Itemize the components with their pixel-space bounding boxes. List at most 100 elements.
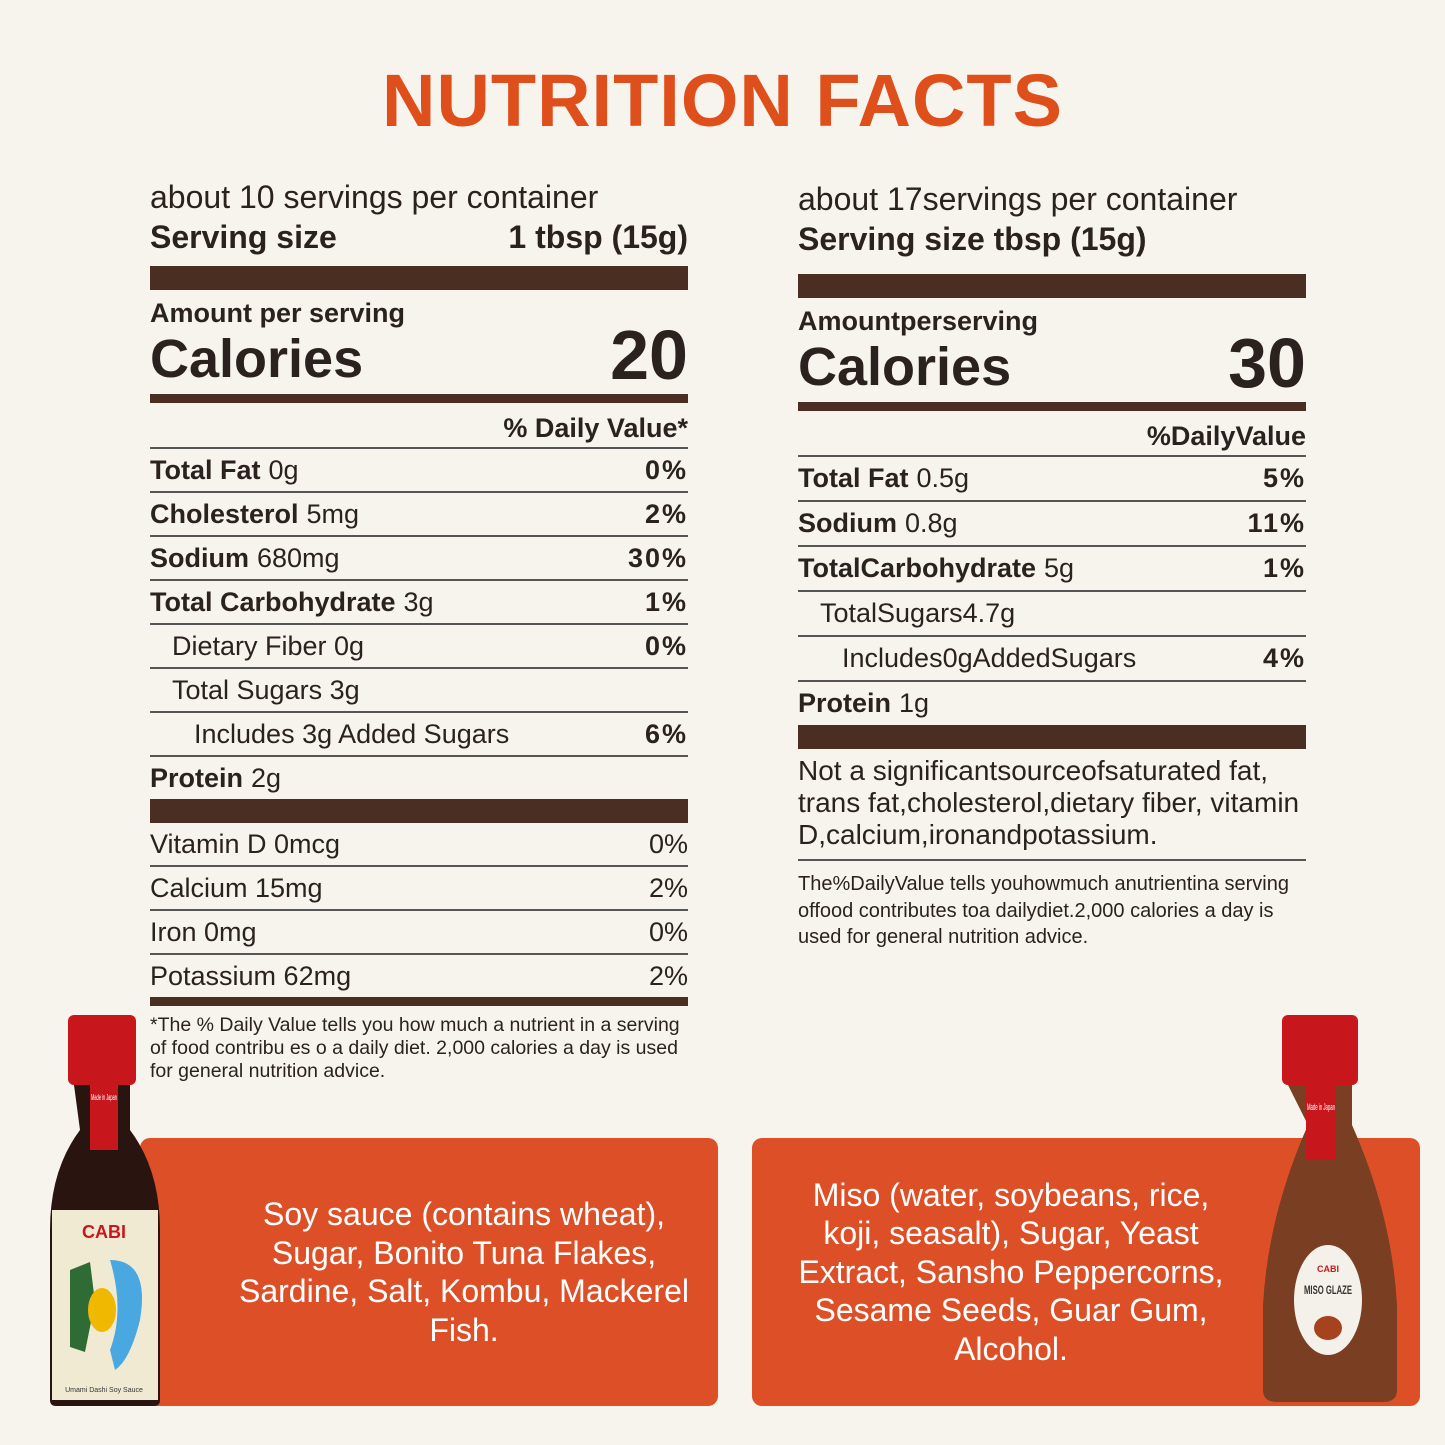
serving-size-label: Serving size tbsp (15g) — [798, 221, 1147, 257]
footnote: *The % Daily Value tells you how much a … — [150, 1014, 680, 1082]
daily-value: 2% — [648, 873, 688, 903]
nutrient-label: Includes0gAddedSugars — [842, 643, 1137, 673]
serving-size-label: Serving size — [150, 219, 337, 255]
nutrient-name: Total Fat 0.5g — [798, 457, 969, 500]
nutrient-label: TotalCarbohydrate — [798, 553, 1037, 583]
nutrient-row: Protein 1g — [798, 682, 1306, 725]
bottle-badge: Made in Japan — [1307, 1102, 1335, 1112]
vitamin-label: Potassium 62mg — [150, 961, 352, 991]
nutrient-row: Total Fat 0.5g 5% — [798, 457, 1306, 502]
nutrient-label: Total Carbohydrate — [150, 587, 396, 617]
calories-row: Calories 30 — [798, 328, 1306, 398]
daily-value: 6% — [644, 719, 688, 749]
thick-rule — [798, 725, 1306, 749]
servings: about 10 servings per container — [150, 179, 599, 215]
nutrient-amount: 680mg — [257, 543, 340, 573]
thick-rule — [798, 274, 1306, 298]
miso-glaze-bottle: Made in Japan CABI MISO GLAZE — [1263, 1015, 1397, 1402]
daily-value: 0% — [644, 631, 688, 661]
nutrient-name: Includes 3g Added Sugars — [194, 713, 509, 755]
calories-label: Calories — [150, 329, 364, 389]
nutrient-label: Total Sugars 3g — [172, 675, 360, 705]
nutrient-amount: 2g — [251, 763, 282, 793]
amount-per-serving: Amountperserving — [798, 306, 1039, 336]
nutrient-row: Sodium 0.8g 11% — [798, 502, 1306, 547]
vitamin-row: Vitamin D 0mcg 0% — [150, 823, 688, 867]
nutrient-amount: 5g — [1044, 553, 1075, 583]
bottle-brand: CABI — [1317, 1264, 1339, 1274]
vitamin-row: Potassium 62mg 2% — [150, 955, 688, 997]
nutrient-label: Dietary Fiber 0g — [172, 631, 365, 661]
calories-value: 20 — [610, 316, 688, 394]
bottle-product: Umami Dashi Soy Sauce — [65, 1387, 143, 1394]
nutrient-name: Protein 1g — [798, 682, 929, 725]
nutrient-row: TotalCarbohydrate 5g 1% — [798, 547, 1306, 592]
nutrient-label: Protein — [798, 688, 892, 718]
vitamin-row: Calcium 15mg 2% — [150, 867, 688, 911]
daily-value: 1% — [644, 587, 688, 617]
vitamin-label: Iron 0mg — [150, 917, 257, 947]
vitamin-row: Iron 0mg 0% — [150, 911, 688, 955]
nutrient-name: Sodium 0.8g — [798, 502, 958, 545]
ingredients: Miso (water, soybeans, rice, koji, seasa… — [798, 1176, 1224, 1367]
ingredients: Soy sauce (contains wheat), Sugar, Bonit… — [239, 1196, 689, 1348]
serving-size-value: 1 tbsp (15g) — [508, 219, 688, 255]
nutrient-row: Total Sugars 3g — [150, 669, 688, 713]
nutrient-label: Includes 3g Added Sugars — [194, 719, 510, 749]
daily-value-header: % Daily Value* — [150, 403, 688, 449]
daily-value: 0% — [644, 455, 688, 485]
serving-size: Serving size tbsp (15g) — [798, 218, 1306, 260]
nutrient-amount: 0g — [268, 455, 299, 485]
bottle-badge: Made in Japan — [91, 1093, 117, 1102]
daily-value: 0% — [648, 829, 688, 859]
nutrient-name: Sodium 680mg — [150, 537, 340, 579]
nutrient-amount: 3g — [403, 587, 434, 617]
thick-rule — [150, 799, 688, 823]
amount-per-serving: Amount per serving — [150, 298, 406, 328]
daily-value: 5% — [1262, 463, 1306, 493]
thick-rule — [150, 266, 688, 290]
nutrient-name: Dietary Fiber 0g — [172, 625, 364, 667]
nutrient-name: Total Sugars 3g — [172, 669, 360, 711]
vitamin-label: Calcium 15mg — [150, 873, 323, 903]
nutrient-row: Cholesterol 5mg 2% — [150, 493, 688, 537]
daily-value: 30% — [627, 543, 688, 573]
nutrient-amount: 5mg — [306, 499, 360, 529]
nutrient-label: Sodium — [150, 543, 249, 573]
nutrient-amount: 0.8g — [905, 508, 958, 538]
daily-value: 0% — [648, 917, 688, 947]
calories-value: 30 — [1228, 324, 1306, 402]
servings: about 17servings per container — [798, 181, 1238, 217]
nutrient-row: TotalSugars4.7g — [798, 592, 1306, 637]
ingredients-box: Soy sauce (contains wheat), Sugar, Bonit… — [140, 1138, 718, 1406]
nutrient-label: Sodium — [798, 508, 897, 538]
bottle-product: MISO GLAZE — [1304, 1283, 1352, 1297]
nutrient-name: Includes0gAddedSugars — [842, 637, 1136, 680]
nutrient-amount: 0.5g — [916, 463, 970, 493]
nutrient-row: Total Fat 0g 0% — [150, 449, 688, 493]
nutrient-label: TotalSugars4.7g — [820, 598, 1016, 628]
nutrient-label: Total Fat — [798, 463, 909, 493]
nutrient-name: Total Fat 0g — [150, 449, 299, 491]
nutrient-row: Sodium 680mg 30% — [150, 537, 688, 581]
nutrient-row: Total Carbohydrate 3g 1% — [150, 581, 688, 625]
medium-rule — [150, 394, 688, 403]
nutrient-row: Includes 3g Added Sugars 6% — [150, 713, 688, 757]
nutrient-label: Cholesterol — [150, 499, 299, 529]
nutrient-row: Protein 2g — [150, 757, 688, 799]
daily-value: 2% — [648, 961, 688, 991]
bottle-brand: CABI — [82, 1222, 126, 1242]
nutrient-row: Dietary Fiber 0g 0% — [150, 625, 688, 669]
medium-rule — [798, 402, 1306, 411]
nutrient-name: Cholesterol 5mg — [150, 493, 359, 535]
daily-value: 2% — [644, 499, 688, 529]
serving-size: Serving size 1 tbsp (15g) — [150, 216, 688, 258]
calories-label: Calories — [798, 337, 1012, 397]
note: Not a significantsourceofsaturated fat, … — [798, 749, 1306, 861]
footnote: The%DailyValue tells youhowmuch anutrien… — [798, 873, 1289, 948]
nutrient-label: Total Fat — [150, 455, 261, 485]
nutrient-label: Protein — [150, 763, 244, 793]
vitamin-label: Vitamin D 0mcg — [150, 829, 341, 859]
daily-value: 1% — [1262, 553, 1306, 583]
